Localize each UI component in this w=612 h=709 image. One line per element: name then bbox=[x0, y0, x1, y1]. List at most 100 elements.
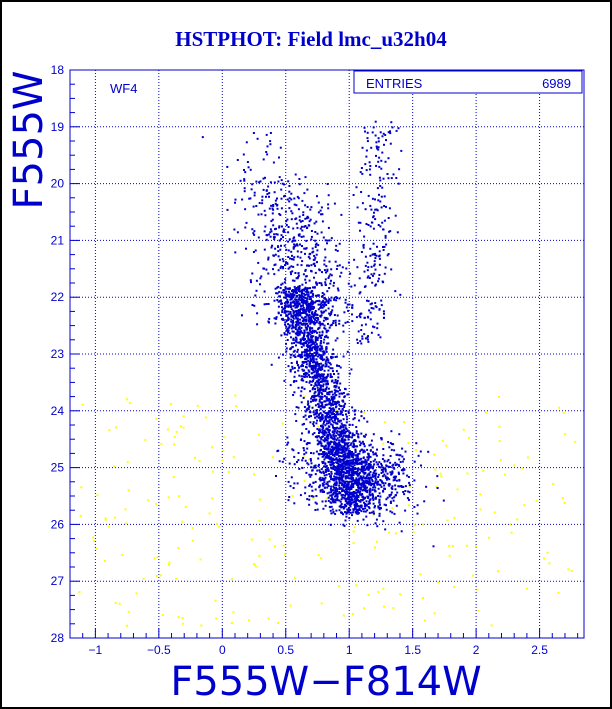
star-point-3358 bbox=[287, 287, 290, 290]
star-point-3064 bbox=[287, 267, 290, 270]
star-point-2753 bbox=[368, 480, 371, 483]
star-point-3223 bbox=[309, 296, 312, 299]
star-point-862 bbox=[322, 350, 325, 353]
star-point-3470 bbox=[283, 183, 285, 186]
star-point-2826 bbox=[293, 482, 296, 485]
star-point-937 bbox=[344, 442, 347, 445]
star-point-3251 bbox=[284, 321, 287, 324]
star-point-3162 bbox=[288, 238, 291, 241]
star-point-3346 bbox=[281, 282, 284, 285]
star-point-2472 bbox=[368, 491, 371, 494]
star-point-2788 bbox=[378, 461, 381, 464]
star-point-2936 bbox=[350, 459, 353, 462]
star-point-1312 bbox=[316, 363, 319, 366]
star-point-587 bbox=[363, 497, 366, 500]
star-point-714 bbox=[315, 343, 318, 346]
star-point-3577 bbox=[286, 261, 289, 264]
star-point-888 bbox=[305, 363, 308, 366]
star-point-3452 bbox=[274, 247, 277, 250]
star-point-2541 bbox=[388, 478, 391, 481]
star-point-2961 bbox=[364, 488, 367, 491]
star-point-4083 bbox=[471, 574, 474, 577]
star-point-1345 bbox=[293, 380, 296, 382]
star-point-2359 bbox=[391, 464, 394, 467]
star-point-1106 bbox=[327, 422, 330, 425]
star-point-2997 bbox=[368, 479, 371, 482]
star-point-2556 bbox=[372, 451, 374, 454]
star-point-1399 bbox=[323, 358, 326, 361]
star-point-2596 bbox=[388, 495, 391, 498]
star-point-3627 bbox=[375, 154, 377, 157]
star-point-2594 bbox=[380, 468, 383, 471]
y-tick-label-5: 23 bbox=[51, 347, 65, 361]
star-point-2880 bbox=[361, 466, 363, 469]
star-point-2020 bbox=[318, 400, 321, 403]
star-point-3447 bbox=[273, 181, 276, 184]
star-point-8 bbox=[304, 351, 307, 354]
star-point-2490 bbox=[324, 476, 327, 479]
star-point-3878 bbox=[422, 523, 425, 526]
star-point-1153 bbox=[350, 496, 353, 499]
star-point-1856 bbox=[314, 382, 317, 385]
star-point-3540 bbox=[303, 301, 306, 304]
star-point-1329 bbox=[329, 367, 332, 370]
star-point-1062 bbox=[337, 376, 340, 379]
star-point-593 bbox=[325, 334, 328, 337]
star-point-670 bbox=[349, 511, 352, 514]
star-point-1626 bbox=[345, 413, 347, 416]
star-point-4029 bbox=[177, 547, 180, 550]
star-point-930 bbox=[335, 422, 338, 425]
star-point-2703 bbox=[328, 480, 331, 483]
star-point-1649 bbox=[317, 452, 320, 455]
star-point-1852 bbox=[326, 427, 329, 430]
star-point-225 bbox=[340, 455, 343, 458]
star-point-2041 bbox=[316, 349, 319, 352]
star-point-298 bbox=[306, 322, 309, 325]
star-point-381 bbox=[324, 360, 327, 363]
star-point-3797 bbox=[384, 160, 387, 163]
star-point-3682 bbox=[369, 318, 372, 321]
star-point-2511 bbox=[367, 457, 370, 460]
star-point-611 bbox=[288, 332, 291, 335]
star-point-1257 bbox=[333, 389, 336, 392]
star-point-4039 bbox=[466, 472, 469, 475]
star-point-2635 bbox=[288, 462, 291, 465]
star-point-2891 bbox=[390, 491, 393, 494]
star-point-2600 bbox=[278, 460, 281, 463]
star-point-2892 bbox=[350, 486, 352, 489]
star-point-1565 bbox=[332, 407, 335, 410]
star-point-590 bbox=[315, 316, 318, 319]
star-point-503 bbox=[316, 300, 319, 302]
star-point-3241 bbox=[310, 298, 312, 301]
star-point-2626 bbox=[351, 477, 354, 480]
star-point-1305 bbox=[283, 379, 286, 382]
star-point-789 bbox=[358, 505, 361, 508]
star-point-3848 bbox=[262, 158, 265, 161]
star-point-2845 bbox=[337, 449, 340, 452]
star-point-2823 bbox=[335, 482, 338, 484]
star-point-2742 bbox=[395, 453, 398, 456]
star-point-3280 bbox=[321, 300, 324, 303]
star-point-2882 bbox=[369, 449, 372, 452]
star-point-1839 bbox=[336, 337, 339, 340]
star-point-125 bbox=[342, 392, 345, 394]
star-point-273 bbox=[307, 400, 310, 403]
star-point-3846 bbox=[261, 195, 264, 198]
star-point-3150 bbox=[328, 298, 331, 301]
star-point-3293 bbox=[286, 198, 289, 201]
star-point-2684 bbox=[362, 475, 365, 478]
star-point-3094 bbox=[329, 314, 332, 317]
star-point-2327 bbox=[404, 490, 407, 492]
star-point-1575 bbox=[322, 353, 325, 356]
star-point-1836 bbox=[307, 287, 310, 290]
star-point-485 bbox=[330, 395, 333, 398]
star-point-1540 bbox=[303, 335, 305, 337]
star-point-1001 bbox=[310, 302, 313, 305]
star-point-2943 bbox=[350, 462, 353, 465]
star-point-599 bbox=[322, 422, 325, 425]
star-point-3949 bbox=[293, 576, 296, 579]
star-point-2297 bbox=[390, 448, 393, 451]
star-point-2644 bbox=[343, 489, 346, 492]
star-point-4014 bbox=[155, 503, 158, 506]
star-point-483 bbox=[321, 405, 324, 407]
